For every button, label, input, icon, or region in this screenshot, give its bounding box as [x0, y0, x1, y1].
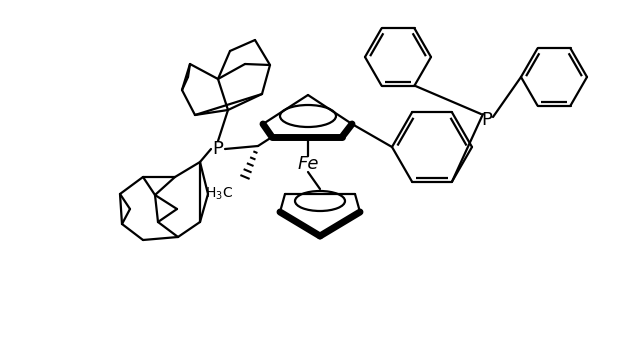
Text: P: P — [212, 140, 223, 158]
Text: H$_3$C: H$_3$C — [205, 186, 233, 202]
Text: Fe: Fe — [297, 155, 319, 173]
Text: P: P — [481, 111, 492, 129]
